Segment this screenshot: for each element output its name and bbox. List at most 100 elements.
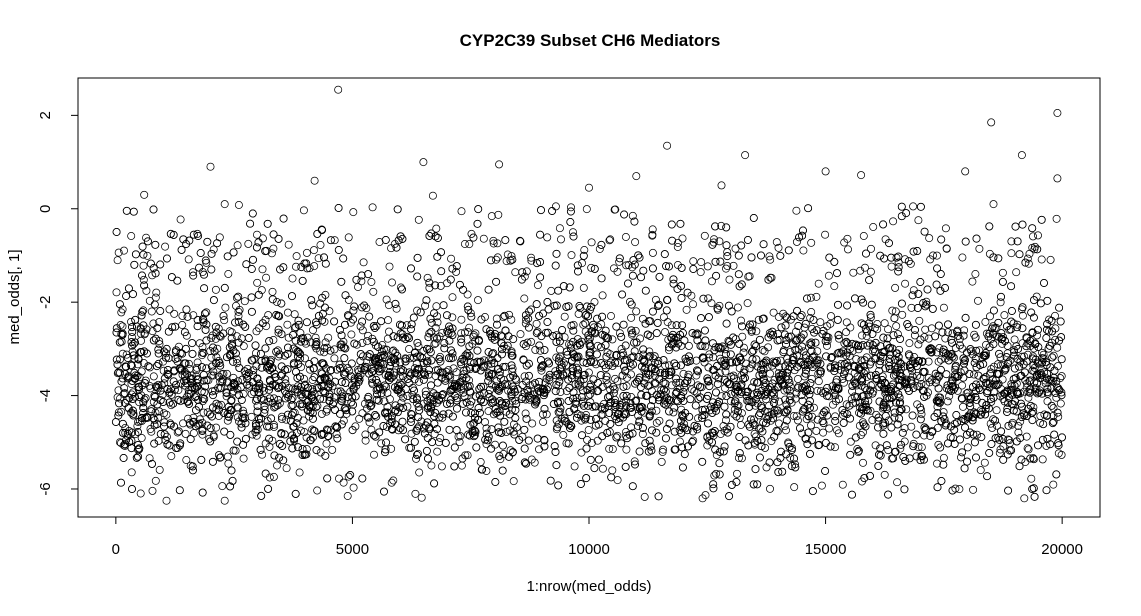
data-point: [258, 265, 267, 274]
data-point: [939, 453, 948, 462]
data-point: [410, 364, 419, 373]
data-point: [167, 401, 176, 410]
data-point: [1007, 249, 1016, 258]
data-point: [598, 291, 607, 300]
data-point: [182, 305, 191, 314]
data-point: [611, 374, 620, 383]
data-point: [215, 384, 224, 393]
data-point: [852, 381, 861, 390]
data-point: [361, 399, 369, 408]
data-point: [744, 397, 753, 406]
data-point: [535, 445, 543, 454]
data-point: [602, 375, 611, 384]
data-point: [900, 424, 909, 433]
data-point: [859, 232, 868, 240]
data-point: [482, 440, 491, 449]
data-point: [648, 248, 657, 257]
data-point: [1029, 344, 1038, 353]
data-point: [354, 283, 362, 291]
data-point: [139, 275, 148, 284]
data-point: [248, 209, 257, 218]
data-point: [1004, 435, 1013, 444]
data-point: [539, 418, 548, 426]
data-point: [969, 485, 978, 494]
data-point: [921, 325, 930, 334]
data-point: [689, 436, 698, 445]
data-point: [555, 224, 564, 233]
data-point: [661, 328, 669, 337]
data-point: [960, 326, 969, 335]
data-point: [142, 233, 151, 242]
data-point: [407, 409, 415, 418]
data-point: [846, 437, 855, 446]
data-point: [1000, 311, 1009, 320]
data-point: [773, 357, 781, 365]
data-point: [856, 363, 865, 371]
data-point: [729, 261, 738, 270]
data-point: [884, 490, 893, 499]
data-point: [296, 328, 305, 337]
data-point: [117, 439, 125, 448]
data-point: [339, 416, 348, 425]
data-point: [150, 300, 159, 309]
data-point: [764, 407, 773, 416]
data-point: [787, 398, 796, 407]
data-point: [498, 466, 507, 475]
data-point: [916, 278, 925, 286]
data-point: [141, 394, 150, 403]
data-point: [218, 482, 227, 491]
data-point: [181, 429, 190, 438]
data-point: [341, 368, 350, 377]
data-point: [888, 306, 897, 315]
data-point: [652, 418, 661, 427]
data-point: [812, 426, 821, 435]
data-point: [761, 443, 770, 452]
data-point: [412, 454, 421, 463]
data-point: [485, 372, 494, 381]
data-point: [430, 430, 439, 439]
data-point: [504, 452, 513, 461]
data-point: [270, 394, 278, 403]
data-point: [253, 230, 261, 239]
data-point: [247, 412, 256, 421]
data-point: [567, 203, 575, 212]
data-point: [352, 275, 361, 284]
data-point: [590, 298, 599, 306]
data-point: [257, 286, 266, 295]
data-point: [617, 351, 625, 360]
data-point: [479, 234, 488, 243]
data-point: [775, 419, 783, 428]
data-point: [277, 299, 286, 308]
data-point: [462, 366, 471, 375]
data-point: [211, 285, 220, 294]
data-point: [663, 318, 672, 327]
data-point: [402, 355, 410, 363]
data-point: [282, 464, 291, 473]
data-point: [186, 435, 195, 444]
data-point: [611, 205, 620, 214]
data-point: [387, 444, 396, 453]
data-point: [769, 308, 778, 317]
data-point: [931, 332, 940, 341]
data-point: [256, 445, 265, 454]
data-point: [981, 318, 990, 326]
data-point: [737, 454, 746, 463]
data-point: [682, 305, 691, 314]
data-point: [234, 312, 243, 320]
data-point: [605, 444, 614, 453]
data-point: [741, 388, 750, 396]
data-point: [586, 455, 595, 464]
data-point: [150, 416, 159, 425]
data-point: [147, 307, 156, 316]
data-point: [537, 366, 546, 375]
data-point: [1011, 222, 1020, 231]
data-point: [648, 230, 657, 239]
data-point: [693, 381, 702, 390]
data-point: [660, 250, 669, 259]
data-point: [321, 389, 330, 397]
data-point: [933, 251, 941, 260]
data-point: [848, 387, 857, 396]
data-point: [1010, 335, 1019, 344]
data-point: [963, 443, 972, 452]
data-point: [862, 249, 870, 258]
